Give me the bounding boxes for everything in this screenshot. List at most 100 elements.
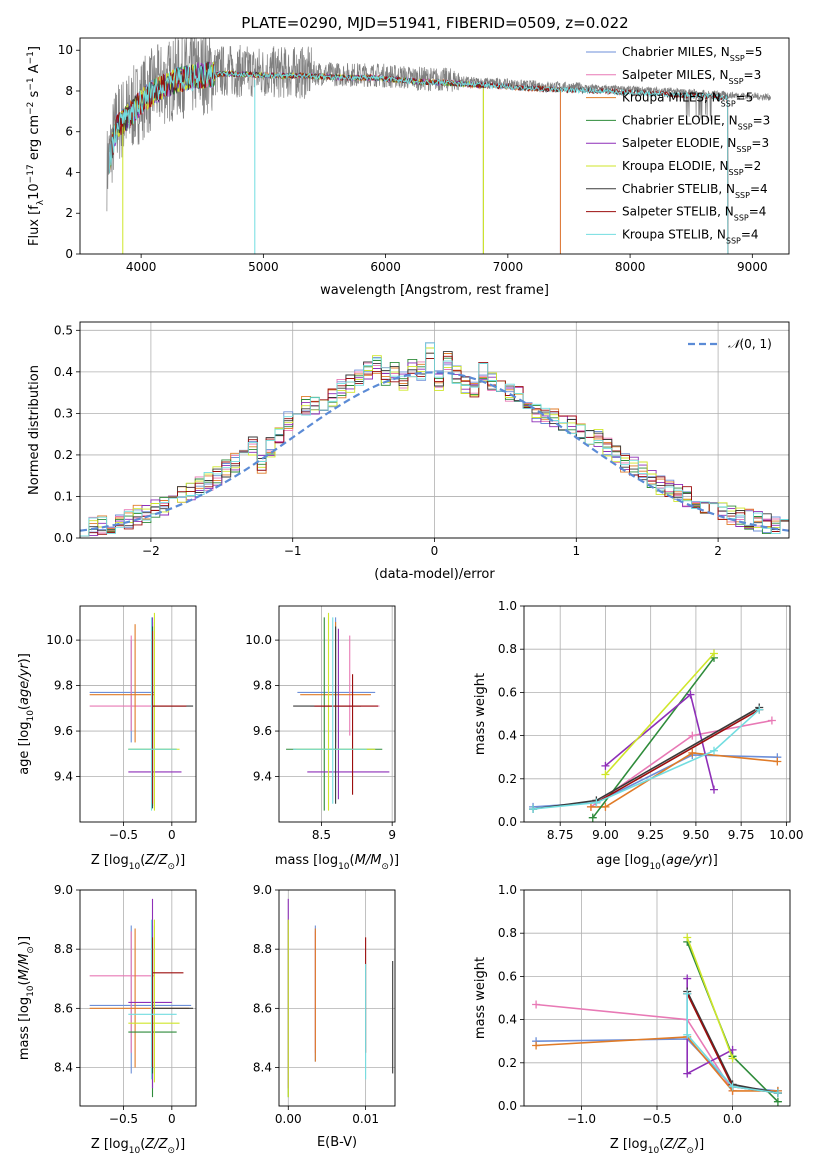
weight-line-5 [604, 652, 715, 776]
age_vs_mass-frame [278, 605, 396, 823]
label-part: λ [36, 199, 46, 205]
label-part: ( [140, 853, 145, 868]
weight_vs_Z-axes: −1.0 −0.5 0.0 0.0 0.2 0.4 0.6 0.8 1.0 [498, 883, 790, 1126]
x-tick-label: −0.5 [109, 1112, 138, 1126]
y-tick-label: 0.8 [498, 642, 517, 656]
label-part: M/M [17, 954, 32, 981]
y-tick-label: 0.4 [498, 1013, 517, 1027]
weight-marker-1 [532, 1000, 541, 1009]
legend-label-main: Salpeter MILES, N [622, 68, 729, 82]
y-tick-label: 10 [58, 43, 73, 57]
legend-label-main: Salpeter ELODIE, N [622, 136, 736, 150]
x-tick-label: 2 [714, 544, 722, 558]
y-tick-label: 0.8 [498, 926, 517, 940]
weight-marker-4 [683, 974, 692, 983]
weight-line-5 [686, 937, 734, 1059]
label-part: 10 [129, 862, 141, 872]
x-tick-label: −0.5 [109, 828, 138, 842]
spectrum-axes: 4000 5000 6000 7000 8000 9000 0 2 4 6 8 10 [58, 43, 768, 274]
label-part: s [27, 90, 42, 101]
legend-label-7: Salpeter STELIB, NSSP=4 [622, 205, 766, 223]
y-tick-label: 1.0 [498, 599, 517, 613]
age_vs_Z-frame [79, 605, 197, 823]
legend-label-main: Kroupa ELODIE, N [622, 159, 729, 173]
y-tick-label: 8.4 [253, 1061, 272, 1075]
x-tick-label: −2 [142, 544, 160, 558]
legend-label-sub: SSP [735, 190, 750, 199]
normal-curve-line [80, 371, 789, 532]
y-tick-label: 0.2 [498, 772, 517, 786]
label-part: 10 [27, 183, 42, 200]
y-tick-label: 8.6 [54, 1001, 73, 1015]
weight-marker-8 [683, 1030, 692, 1039]
weight_vs_age-y-label: mass weight [473, 673, 488, 755]
y-tick-label: 0.0 [54, 531, 73, 545]
label-part: 10 [26, 985, 36, 997]
weight-line-8 [532, 709, 760, 810]
x-tick-label: 6000 [370, 260, 401, 274]
y-tick-label: 9.0 [54, 883, 73, 897]
weight-marker-2 [601, 802, 610, 811]
y-tick-label: 0.4 [498, 729, 517, 743]
x-tick-label: 9.75 [728, 828, 755, 842]
label-part: ⊙ [26, 946, 36, 954]
legend-label-nssp: =5 [745, 45, 763, 59]
weight-marker-4 [710, 785, 718, 794]
weight-line-6 [532, 706, 760, 810]
label-part: ( [140, 1137, 145, 1152]
label-part: −2 [26, 102, 36, 115]
residuals-axes: −2 −1 0 1 2 0.0 0.1 0.2 0.3 0.4 0.5 [54, 322, 789, 558]
legend-label-main: Kroupa MILES, N [622, 91, 721, 105]
weight-line-0 [532, 754, 778, 808]
label-part: )] [389, 853, 399, 868]
legend-label-nssp: =3 [753, 113, 771, 127]
legend-label-sub: SSP [721, 99, 736, 108]
label-part: ( [17, 705, 32, 710]
label-part: 10 [26, 710, 36, 722]
weight-marker-8 [592, 798, 601, 807]
x-tick-label: 9.00 [592, 828, 619, 842]
weight-line-7 [596, 709, 760, 804]
label-part: age [log [596, 853, 649, 868]
x-tick-label: −0.5 [642, 1112, 671, 1126]
y-tick-label: 0 [65, 247, 73, 261]
weight-marker-4 [683, 1069, 692, 1078]
label-part: 10 [649, 862, 661, 872]
label-part: Flux [f [27, 205, 42, 246]
x-tick-label: 7000 [493, 260, 524, 274]
weight-marker-1 [688, 731, 697, 740]
x-tick-label: 9.50 [683, 828, 710, 842]
legend-label-main: Chabrier STELIB, N [622, 182, 735, 196]
label-part: Z/Z [144, 853, 168, 868]
weight_vs_age-frame [523, 605, 791, 823]
y-tick-label: 0.6 [498, 685, 517, 699]
x-tick-label: 9.25 [637, 828, 664, 842]
weight_vs_age-x-label: age [log10(age/yr)] [596, 853, 718, 872]
label-part: age [log [17, 722, 32, 775]
legend-label-nssp: =3 [751, 136, 769, 150]
weight-line-1 [590, 719, 773, 808]
weight-line-1 [536, 1003, 734, 1092]
label-part: )] [694, 1137, 704, 1152]
x-tick-label: −1 [284, 544, 302, 558]
label-part: 10 [648, 1146, 660, 1156]
label-part: ⊙ [167, 862, 175, 872]
legend-label-main: Chabrier ELODIE, N [622, 113, 738, 127]
label-part: Z [log [91, 853, 129, 868]
weight-marker-5 [710, 649, 718, 658]
weight_vs_Z-x-label: Z [log10(Z/Z⊙)] [610, 1137, 704, 1156]
label-part: ( [17, 980, 32, 985]
weight-marker-8 [773, 1089, 782, 1098]
weight-marker-3 [773, 1097, 782, 1106]
label-part: −17 [26, 164, 36, 183]
y-tick-label: 0.0 [498, 1099, 517, 1113]
x-tick-label: −1.0 [567, 1112, 596, 1126]
residuals-x-label: (data-model)/error [374, 567, 495, 582]
weight-marker-5 [601, 770, 610, 779]
mass_vs_EBV-axes: 0.00 0.01 8.4 8.6 8.8 9.0 [253, 883, 395, 1126]
legend-label-8: Kroupa STELIB, NSSP=4 [622, 227, 759, 245]
legend-args: (0, 1) [740, 337, 772, 351]
mass_vs_Z-x-label: Z [log10(Z/Z⊙)] [91, 1137, 185, 1156]
y-tick-label: 0.2 [54, 448, 73, 462]
